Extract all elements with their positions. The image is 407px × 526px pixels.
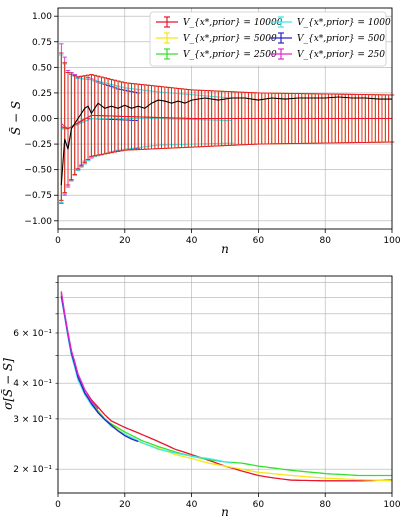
top-y-tick-label: −0.25: [24, 140, 52, 150]
legend-label: V_{x*,prior} = 5000: [183, 34, 277, 44]
top-x-tick-label: 100: [383, 236, 400, 246]
top-series-group: [59, 43, 395, 204]
top-x-axis-label: n: [221, 242, 229, 256]
bottom-y-tick-label: 3 × 10⁻¹: [13, 415, 52, 425]
bottom-x-axis-label: n: [221, 505, 229, 519]
top-y-tick-label: 0.25: [32, 89, 52, 99]
top-series-line: [61, 114, 392, 130]
top-x-tick-label: 20: [119, 236, 131, 246]
bottom-y-tick-label: 4 × 10⁻¹: [13, 379, 52, 389]
bottom-ticks: 0 20 40 60 80 100 2 × 10⁻¹ 3 × 10⁻¹ 4 × 10⁻¹ 6 × …: [13, 282, 401, 510]
top-series-0: [59, 52, 395, 201]
top-y-tick-label: 0.50: [32, 63, 52, 73]
legend-label: V_{x*,prior} = 250: [297, 50, 385, 60]
legend-frame: [149, 11, 387, 67]
legend-item: V_{x*,prior} = 1000: [270, 16, 391, 28]
top-series-line: [61, 117, 232, 130]
top-y-tick-label: −0.75: [24, 191, 52, 201]
bottom-x-tick-label: 80: [319, 500, 331, 510]
bottom-y-axis-label: σ[S̃ − S]: [0, 358, 15, 410]
legend-label: V_{x*,prior} = 10000: [183, 18, 283, 28]
bottom-y-tick-label: 6 × 10⁻¹: [13, 329, 52, 339]
bottom-x-tick-label: 40: [186, 500, 198, 510]
bottom-plot-frame: [58, 276, 392, 493]
top-x-tick-label: 80: [319, 236, 331, 246]
bottom-series-line-4: [60, 295, 139, 443]
bottom-x-tick-label: 0: [55, 500, 61, 510]
top-ticks: 0 20 40 60 80 100 −1.00 −0.75 −0.50 −0.25 0.00 0.25…: [24, 12, 400, 246]
top-y-tick-label: −1.00: [24, 217, 52, 227]
legend-item: V_{x*,prior} = 5000: [156, 32, 277, 44]
top-y-tick-label: 0.75: [32, 38, 52, 48]
top-y-axis-label: S̃ − S: [8, 101, 23, 135]
bottom-x-tick-label: 100: [383, 500, 400, 510]
legend-label: V_{x*,prior} = 2500: [183, 50, 277, 60]
bottom-series-group: [60, 291, 393, 482]
top-mean-curve: [60, 96, 392, 186]
top-y-tick-label: 0.00: [32, 115, 52, 125]
legend: V_{x*,prior} = 10000 V_{x*,prior} = 5000 V…: [149, 11, 391, 67]
top-panel: 0 20 40 60 80 100 −1.00 −0.75 −0.50 −0.25 0.00 0.25…: [8, 7, 401, 256]
top-x-tick-label: 40: [186, 236, 198, 246]
bottom-x-tick-label: 60: [253, 500, 265, 510]
top-x-tick-label: 60: [253, 236, 265, 246]
bottom-y-tick-label: 2 × 10⁻¹: [13, 465, 52, 475]
bottom-series-line-1: [60, 294, 393, 482]
legend-item: V_{x*,prior} = 250: [270, 48, 385, 60]
legend-label: V_{x*,prior} = 500: [297, 34, 385, 44]
legend-label: V_{x*,prior} = 1000: [297, 18, 391, 28]
legend-item: V_{x*,prior} = 2500: [156, 48, 277, 60]
legend-item: V_{x*,prior} = 10000: [156, 16, 283, 28]
legend-items: V_{x*,prior} = 10000 V_{x*,prior} = 5000 V…: [156, 16, 391, 60]
bottom-panel: 0 20 40 60 80 100 2 × 10⁻¹ 3 × 10⁻¹ 4 × 10⁻¹ 6 × …: [0, 275, 401, 519]
top-x-tick-label: 0: [55, 236, 61, 246]
legend-item: V_{x*,prior} = 500: [270, 32, 385, 44]
bottom-series-line-5: [60, 291, 99, 410]
bottom-series-line-3: [60, 297, 232, 464]
top-y-tick-label: −0.50: [24, 166, 52, 176]
top-y-tick-label: 1.00: [32, 12, 52, 22]
bottom-x-tick-label: 20: [119, 500, 131, 510]
bottom-plot-border: [57, 275, 393, 494]
